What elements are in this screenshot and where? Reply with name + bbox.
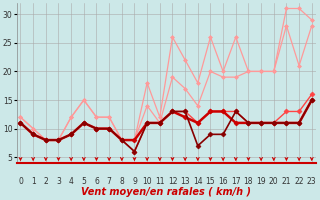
X-axis label: Vent moyen/en rafales ( km/h ): Vent moyen/en rafales ( km/h ) [81,187,251,197]
